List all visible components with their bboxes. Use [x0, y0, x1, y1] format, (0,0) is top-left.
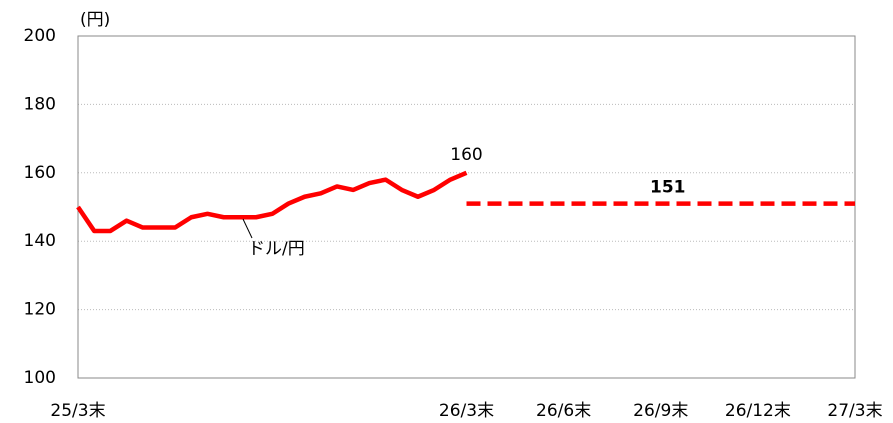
- y-tick-label: 100: [24, 368, 56, 388]
- y-tick-label: 140: [24, 231, 56, 251]
- x-tick-label: 25/3末: [50, 401, 105, 421]
- data-label: 160: [450, 145, 482, 165]
- series-line: [76, 170, 468, 234]
- y-tick-label: 180: [24, 94, 56, 114]
- y-unit: (円): [80, 10, 110, 30]
- y-tick-label: 120: [24, 300, 56, 320]
- plot-border: [77, 35, 856, 379]
- x-tick-label: 27/3末: [827, 401, 882, 421]
- series-annotation: ドル/円: [248, 239, 305, 259]
- x-tick-label: 26/9末: [633, 401, 688, 421]
- x-tick-label: 26/12末: [725, 401, 791, 421]
- leader-line: [242, 218, 253, 239]
- data-label: 151: [650, 178, 686, 198]
- y-tick-label: 200: [24, 26, 56, 46]
- x-tick-label: 26/3末: [439, 401, 494, 421]
- y-tick-label: 160: [24, 163, 56, 183]
- x-tick-label: 26/6末: [536, 401, 591, 421]
